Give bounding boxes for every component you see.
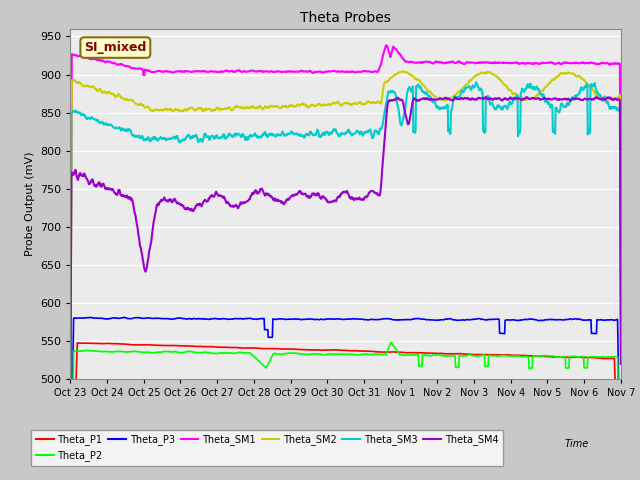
Theta_SM2 [67,417,74,423]
Theta_SM4 [140,260,147,265]
Theta_SM2 [399,68,407,74]
Theta_P3 [140,315,148,321]
Theta_SM4 [305,194,313,200]
Theta_P1 [356,348,364,354]
Theta_SM3 [367,130,375,135]
Theta_P1 [368,348,376,354]
Theta_SM2 [617,313,625,319]
Theta_SM3 [356,132,364,137]
Theta_SM1 [305,68,313,74]
Line: Theta_SM3: Theta_SM3 [70,82,621,436]
Line: Theta_SM2: Theta_SM2 [70,71,621,420]
Text: SI_mixed: SI_mixed [84,41,147,54]
Theta_P2 [305,351,313,357]
Line: Theta_SM1: Theta_SM1 [70,45,621,407]
Theta_SM4 [523,94,531,100]
Theta_P2 [387,340,395,346]
Theta_SM4 [356,195,364,201]
Theta_P2 [252,356,260,361]
Theta_SM3 [305,132,313,138]
Theta_SM1 [617,293,625,299]
Theta_SM2 [252,105,260,111]
Theta_P2 [367,351,375,357]
Theta_SM4 [367,188,375,194]
Theta_P1 [140,342,148,348]
Theta_SM3 [252,132,260,138]
Theta_SM1 [159,69,167,74]
Y-axis label: Probe Output (mV): Probe Output (mV) [25,152,35,256]
Theta_SM1 [367,69,375,75]
Theta_SM1 [252,69,260,74]
Theta_P3 [160,316,168,322]
Theta_SM1 [140,72,147,78]
Theta_SM2 [356,99,364,105]
Theta_SM2 [305,104,313,110]
Line: Theta_SM4: Theta_SM4 [70,97,621,408]
Theta_SM1 [356,69,364,75]
Text: Time: Time [564,439,589,449]
Theta_P1 [252,345,260,351]
Theta_SM3 [472,79,480,85]
Theta_SM2 [159,108,167,113]
Theta_P3 [356,316,364,322]
Theta_P1 [74,340,81,346]
Legend: Theta_P1, Theta_P2, Theta_P3, Theta_SM1, Theta_SM2, Theta_SM3, Theta_SM4: Theta_P1, Theta_P2, Theta_P3, Theta_SM1,… [31,430,503,466]
Theta_SM4 [159,197,167,203]
Theta_SM2 [367,100,375,106]
Theta_P3 [252,316,260,322]
Theta_P2 [159,349,167,355]
Theta_SM2 [140,102,147,108]
Theta_SM3 [67,433,74,439]
Theta_P1 [160,343,168,348]
Theta_SM3 [617,267,625,273]
Theta_P3 [86,314,94,320]
Theta_SM4 [67,405,74,411]
Line: Theta_P1: Theta_P1 [70,343,621,480]
Theta_SM1 [382,42,390,48]
Line: Theta_P2: Theta_P2 [70,343,621,480]
Theta_P3 [368,316,376,322]
Line: Theta_P3: Theta_P3 [70,317,621,480]
Title: Theta Probes: Theta Probes [300,11,391,25]
Theta_SM3 [159,135,167,141]
Theta_SM1 [67,404,74,410]
Theta_SM4 [617,361,625,367]
Theta_P2 [356,352,364,358]
Theta_P1 [306,347,314,353]
Theta_P2 [140,349,147,355]
Theta_P3 [306,316,314,322]
Theta_SM4 [252,187,260,193]
Theta_SM3 [140,137,147,143]
